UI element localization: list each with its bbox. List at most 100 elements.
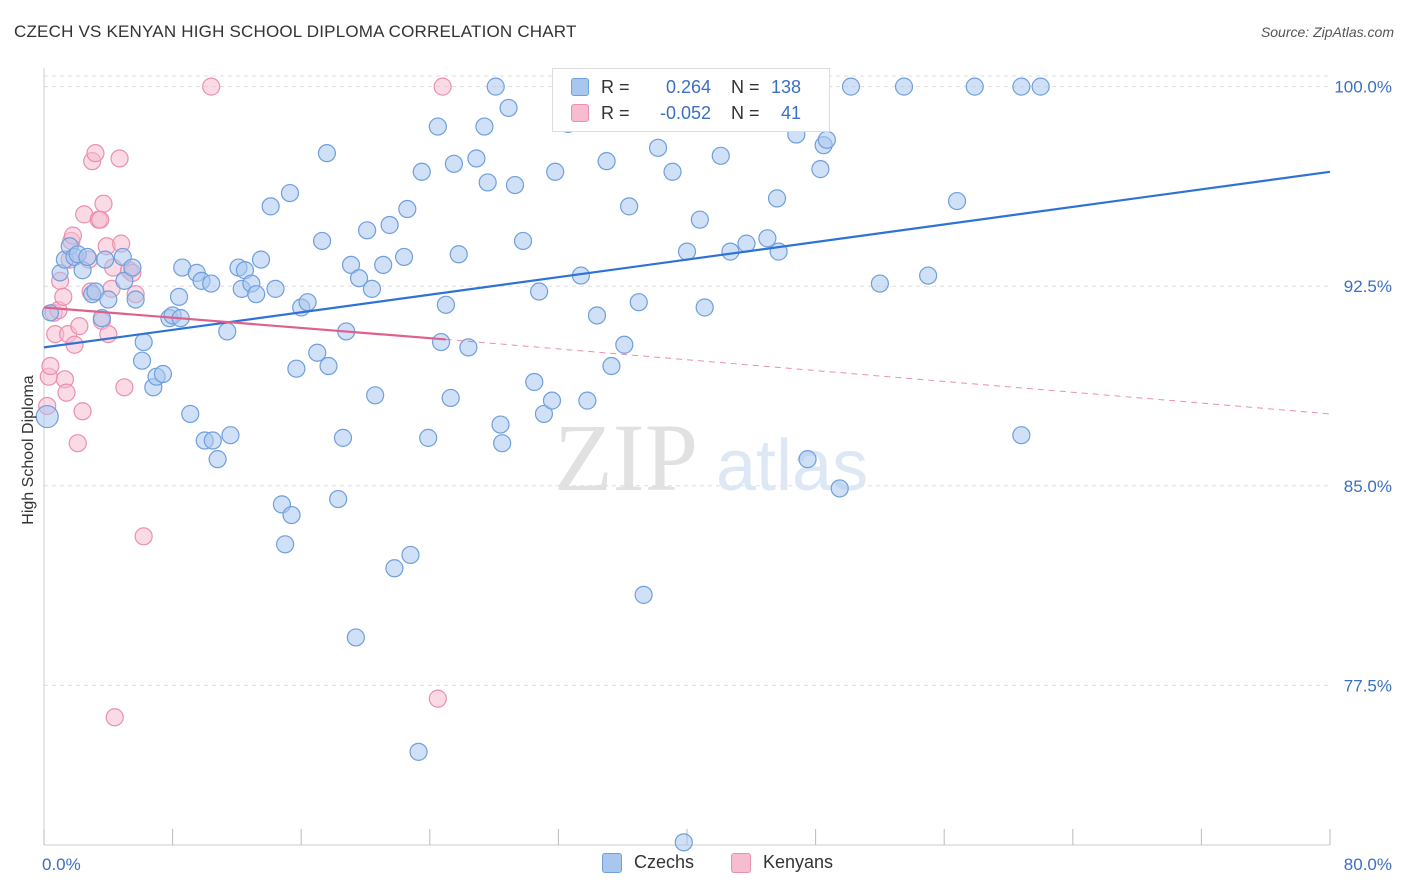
czech-point xyxy=(817,130,836,149)
czech-point xyxy=(830,479,849,498)
kenyan-point xyxy=(134,527,153,546)
legend-r-label-czech: R = xyxy=(601,76,630,97)
x-tick-label: 0.0% xyxy=(42,855,81,874)
kenyan-point xyxy=(105,708,124,727)
kenyan-point xyxy=(110,149,129,168)
kenyan-point xyxy=(70,317,89,336)
kenyan-point xyxy=(91,210,110,229)
czech-point xyxy=(620,197,639,216)
kenyan-point xyxy=(68,434,87,453)
czech-point xyxy=(690,210,709,229)
czech-point xyxy=(530,282,549,301)
czech-point xyxy=(947,191,967,211)
y-axis-label: High School Diploma xyxy=(20,375,37,525)
czech-point xyxy=(513,231,533,251)
czech-point xyxy=(721,242,740,261)
legend-swatch-kenyan xyxy=(571,104,589,122)
legend-swatch-czech xyxy=(571,78,589,96)
kenyan-point xyxy=(41,356,60,376)
legend-row-kenyan: R = -0.052 N = 41 xyxy=(571,100,801,126)
watermark-zip: ZIP xyxy=(554,404,698,511)
stats-legend: R = 0.264 N = 138 R = -0.052 N = 41 xyxy=(552,68,830,132)
legend-swatch-kenyans xyxy=(731,852,751,873)
kenyan-point xyxy=(54,287,73,306)
czech-point xyxy=(431,332,451,352)
czech-point xyxy=(78,247,97,267)
czech-point xyxy=(126,290,145,309)
kenyan-point xyxy=(73,402,92,421)
czech-point xyxy=(319,356,338,376)
legend-n-value-kenyan: 41 xyxy=(780,102,801,123)
watermark: ZIP atlas xyxy=(554,404,868,511)
y-axis-label-wrap: High School Diploma xyxy=(14,300,44,600)
czech-point xyxy=(276,535,295,554)
czech-point xyxy=(261,197,280,216)
kenyan-point xyxy=(428,689,447,708)
czech-point xyxy=(221,426,240,445)
legend-item-kenyans[interactable]: Kenyans xyxy=(731,852,833,873)
czech-point xyxy=(247,285,266,304)
czech-point xyxy=(602,356,621,376)
czech-point xyxy=(181,404,200,424)
czech-point xyxy=(499,98,518,118)
czech-point xyxy=(505,175,525,195)
czech-point xyxy=(798,450,817,469)
legend-n-label-czech: N = xyxy=(731,76,760,97)
czech-point xyxy=(677,242,697,261)
czech-point xyxy=(919,266,938,285)
legend-item-czechs[interactable]: Czechs xyxy=(602,852,694,873)
czech-point xyxy=(663,162,682,181)
czech-point xyxy=(758,229,777,248)
kenyan-trend-line xyxy=(43,306,446,341)
czech-point xyxy=(280,183,300,203)
czech-point xyxy=(542,391,562,410)
czech-point xyxy=(965,77,984,96)
czech-point xyxy=(436,295,455,314)
czech-point xyxy=(493,434,512,453)
czech-point xyxy=(578,391,597,410)
kenyan-point xyxy=(115,378,134,397)
chart-source: Source: ZipAtlas.com xyxy=(1260,24,1394,40)
czech-point xyxy=(534,404,554,424)
czech-point xyxy=(95,250,115,269)
czech-point xyxy=(587,306,607,325)
czech-point xyxy=(428,117,447,136)
kenyan-point xyxy=(202,77,221,96)
czech-point xyxy=(409,742,428,761)
legend-n-label-kenyan: N = xyxy=(731,102,760,123)
czech-point xyxy=(475,117,494,136)
czech-point xyxy=(362,279,382,298)
czech-point xyxy=(711,146,730,165)
legend-r-value-kenyan: -0.052 xyxy=(659,102,711,123)
czech-point xyxy=(349,269,369,288)
czech-point xyxy=(467,149,486,168)
czech-point xyxy=(1031,77,1050,96)
czech-point xyxy=(597,152,616,171)
czech-point xyxy=(695,298,714,317)
czech-point xyxy=(115,271,134,290)
legend-n-value-czech: 138 xyxy=(770,76,801,97)
legend-label-czechs: Czechs xyxy=(634,852,695,872)
czech-point xyxy=(298,293,317,312)
czech-point xyxy=(441,388,460,408)
czech-point xyxy=(266,279,285,298)
czech-point xyxy=(648,138,668,157)
czech-point xyxy=(841,77,861,96)
czech-point xyxy=(767,189,787,208)
czech-point xyxy=(358,221,377,240)
czech-point xyxy=(546,162,565,181)
legend-r-label-kenyan: R = xyxy=(601,102,630,123)
czech-point xyxy=(1012,77,1031,96)
czech-point xyxy=(99,290,118,309)
czech-point xyxy=(208,450,227,469)
series-legend: Czechs Kenyans xyxy=(0,852,1406,878)
czech-point xyxy=(169,287,189,306)
kenyan-point xyxy=(86,144,105,163)
data-points xyxy=(35,77,1050,852)
czech-point xyxy=(341,255,361,275)
y-tick-label: 100.0% xyxy=(1334,78,1392,97)
czech-point xyxy=(615,335,634,354)
czech-point xyxy=(401,545,420,565)
y-tick-label: 77.5% xyxy=(1344,676,1392,695)
